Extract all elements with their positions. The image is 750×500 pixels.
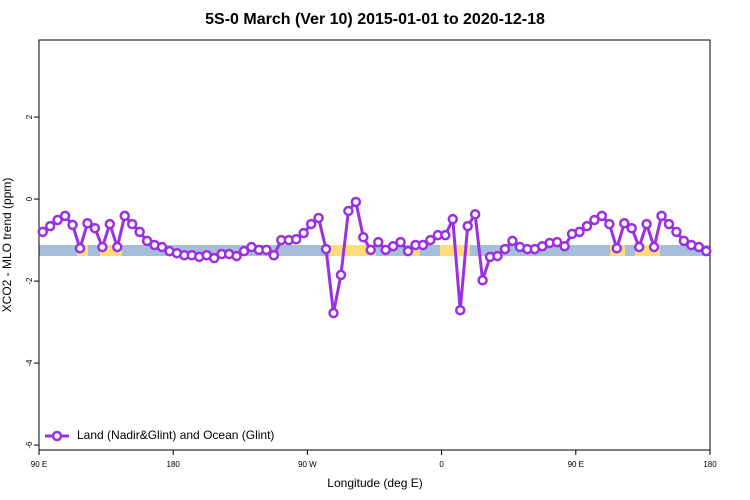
data-point [440,229,451,241]
data-point [208,252,220,264]
data-point [499,243,511,255]
data-point [402,245,414,257]
data-point [589,214,600,226]
data-point [343,205,354,217]
y-tick-label: 0 [25,196,34,201]
data-point [641,218,652,230]
legend-item: Land (Nadir&Glint) and Ocean (Glint) [45,428,274,442]
data-point [320,243,332,255]
y-tick-label: -4 [25,359,34,367]
data-point [89,222,101,234]
data-point [335,269,347,281]
data-point [701,245,712,257]
data-point [507,235,518,247]
legend-label: Land (Nadir&Glint) and Ocean (Glint) [77,428,274,442]
land-patch [100,245,122,256]
land-patch [410,245,420,256]
data-point [462,220,473,232]
data-point [52,214,63,226]
x-tick-label: 0 [439,460,444,469]
data-point [231,250,242,262]
data-point [97,241,108,253]
data-point [74,243,86,254]
data-point [477,275,488,286]
data-point [44,220,56,232]
data-point [82,218,93,229]
data-point [67,219,78,231]
x-axis-title: Longitude (deg E) [327,476,422,490]
y-tick-label: 2 [25,114,34,119]
data-point [559,240,570,252]
data-point [298,227,309,239]
data-point [663,218,675,230]
data-point [604,218,615,230]
land-patch [330,245,376,256]
data-point [611,243,623,254]
data-point [678,235,690,247]
x-tick-label: 90 E [568,460,584,469]
data-point [313,212,324,224]
data-point [596,210,608,222]
data-point [156,241,168,253]
data-point [112,241,123,253]
data-point [671,226,682,238]
chart-title: 5S-0 March (Ver 10) 2015-01-01 to 2020-1… [205,11,545,28]
data-point [633,241,645,253]
data-point [417,239,429,251]
data-point [454,304,466,316]
data-point [328,307,339,319]
data-point [626,222,637,234]
data-point [372,236,384,248]
x-tick-label: 90 W [298,460,317,469]
data-point [37,226,48,238]
data-point [619,218,630,229]
data-point [305,218,317,230]
data-point [581,220,593,232]
data-point [693,241,705,253]
data-point [134,226,145,238]
y-tick-label: -2 [25,277,34,285]
data-point [104,218,116,230]
data-point [350,196,362,208]
x-tick-label: 90 E [31,460,47,469]
data-point [238,245,250,257]
land-patch [635,245,660,256]
data-point [290,234,302,245]
data-point [492,250,503,262]
data-point [261,244,272,256]
data-point [268,250,280,261]
data-point [126,218,138,230]
data-point [425,234,436,246]
plot-frame [38,39,711,451]
legend-swatch-point [51,430,63,442]
data-point [551,236,563,248]
y-tick-label: -6 [25,441,34,449]
data-point [365,244,377,256]
data-point [648,241,660,253]
data-point [574,226,585,238]
data-point [119,210,130,222]
data-point [395,236,406,248]
data-point [656,210,667,222]
y-axis-title: XCO2 - MLO trend (ppm) [0,178,14,313]
x-tick-label: 180 [167,460,181,469]
data-point [59,210,71,222]
data-point [141,235,153,247]
data-point [469,209,481,220]
data-point [447,213,459,225]
data-point [387,240,399,252]
data-point [358,231,369,243]
x-tick-label: 180 [703,460,717,469]
